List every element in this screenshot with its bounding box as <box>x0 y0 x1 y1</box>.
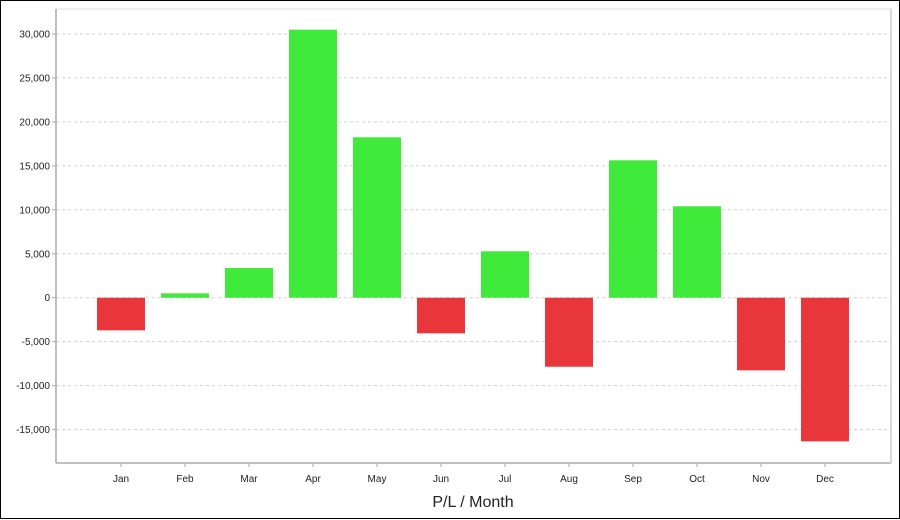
y-tick-label: -10,000 <box>16 381 50 392</box>
bar-jan <box>97 297 145 331</box>
x-tick-label: Feb <box>176 474 194 485</box>
y-axis-ticks: 30,000 25,000 20,000 15,000 10,000 5,000 0 -5,0… <box>16 29 56 436</box>
y-tick-label: 15,000 <box>19 161 50 172</box>
bar-mar <box>225 268 273 298</box>
x-tick-label: Dec <box>816 474 834 485</box>
bar-sep <box>609 160 657 298</box>
bar-feb <box>161 293 209 298</box>
y-tick-label: -5,000 <box>22 337 51 348</box>
y-tick-label: 5,000 <box>25 249 50 260</box>
x-tick-label: May <box>368 474 387 485</box>
bar-aug <box>545 297 593 367</box>
y-tick-label: 20,000 <box>19 117 50 128</box>
x-tick-label: Apr <box>305 474 321 485</box>
x-axis-ticks: Jan Feb Mar Apr May Jun Jul Aug Sep Oct Nov Dec <box>113 463 834 485</box>
y-tick-label: -15,000 <box>16 425 50 436</box>
axes <box>55 9 892 464</box>
x-tick-label: Oct <box>689 474 705 485</box>
x-tick-label: Jan <box>113 474 129 485</box>
y-tick-label: 30,000 <box>19 29 50 40</box>
x-tick-label: Jun <box>433 474 449 485</box>
bar-may <box>353 137 401 298</box>
y-tick-label: 25,000 <box>19 73 50 84</box>
x-tick-label: Sep <box>624 474 642 485</box>
x-tick-label: Aug <box>560 474 578 485</box>
gridlines <box>55 8 892 464</box>
x-tick-label: Jul <box>499 474 512 485</box>
plot-area <box>55 8 892 464</box>
y-tick-label: 10,000 <box>19 205 50 216</box>
bar-jun <box>417 297 465 334</box>
bar-jul <box>481 251 529 298</box>
bars <box>97 29 849 442</box>
bar-nov <box>737 297 785 371</box>
x-tick-label: Nov <box>752 474 770 485</box>
bar-oct <box>673 206 721 298</box>
y-tick-label: 0 <box>44 293 50 304</box>
bar-apr <box>289 29 337 298</box>
x-axis-label: P/L / Month <box>432 494 513 511</box>
x-tick-label: Mar <box>240 474 258 485</box>
bar-dec <box>801 297 849 442</box>
